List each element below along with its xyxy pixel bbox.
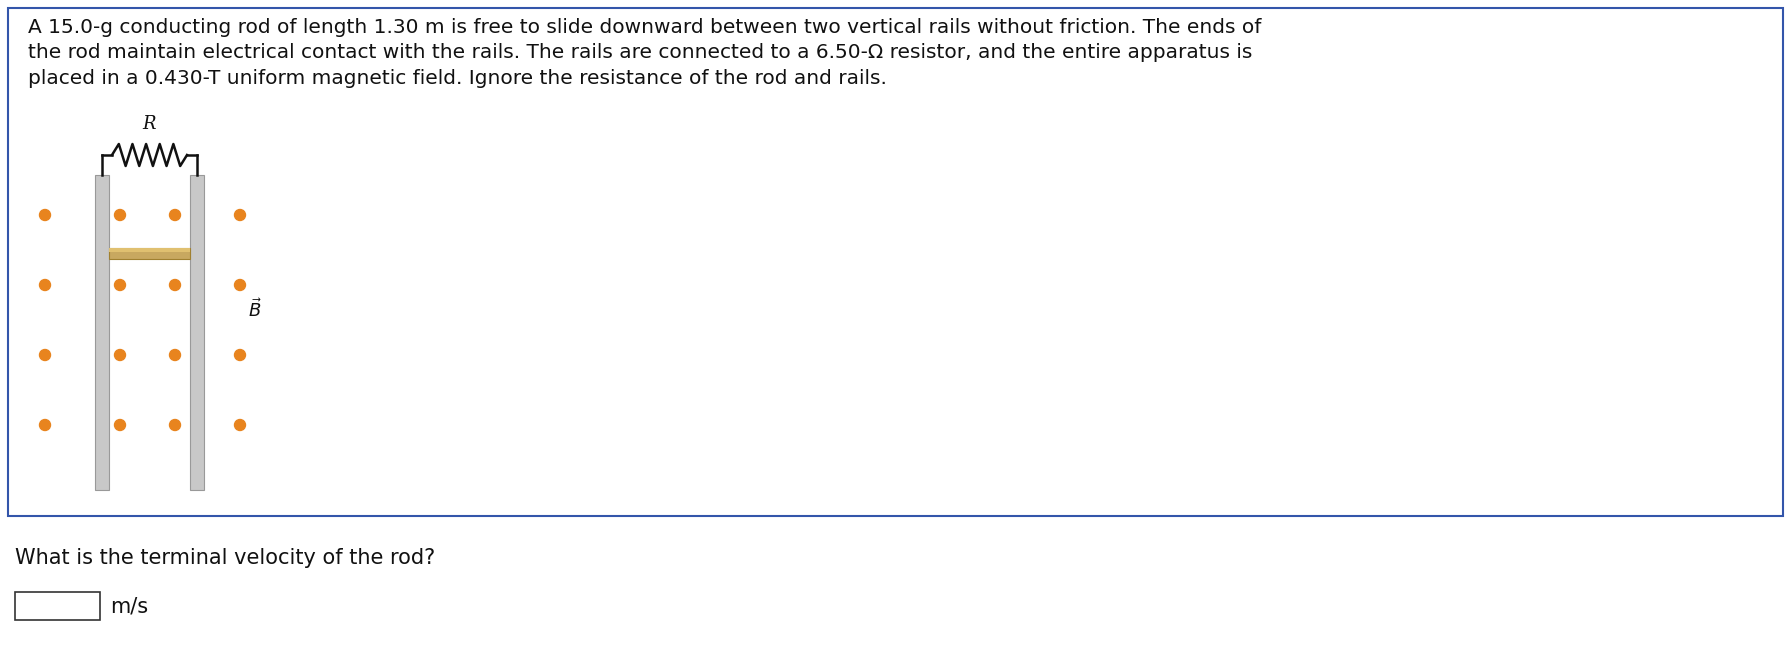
Circle shape [115,279,125,291]
Circle shape [235,350,245,361]
Circle shape [115,420,125,430]
Circle shape [39,209,50,220]
Circle shape [170,279,181,291]
Bar [190,175,204,490]
Circle shape [39,350,50,361]
Bar [109,248,190,259]
Text: placed in a 0.430-T uniform magnetic field. Ignore the resistance of the rod and: placed in a 0.430-T uniform magnetic fie… [29,69,887,88]
Circle shape [235,209,245,220]
Text: $\vec{B}$: $\vec{B}$ [247,299,261,322]
Text: the rod maintain electrical contact with the rails. The rails are connected to a: the rod maintain electrical contact with… [29,44,1252,62]
Circle shape [115,350,125,361]
Circle shape [235,279,245,291]
Bar [95,175,109,490]
Circle shape [115,209,125,220]
Text: A 15.0-g conducting rod of length 1.30 m is free to slide downward between two v: A 15.0-g conducting rod of length 1.30 m… [29,18,1261,37]
Circle shape [39,279,50,291]
Circle shape [39,420,50,430]
Text: m/s: m/s [109,596,149,616]
Bar [7,8,1784,516]
Circle shape [170,209,181,220]
Bar [109,248,190,252]
Text: What is the terminal velocity of the rod?: What is the terminal velocity of the rod… [14,548,435,568]
Circle shape [170,350,181,361]
Bar [14,592,100,620]
Text: R: R [143,115,156,133]
Circle shape [170,420,181,430]
Circle shape [235,420,245,430]
